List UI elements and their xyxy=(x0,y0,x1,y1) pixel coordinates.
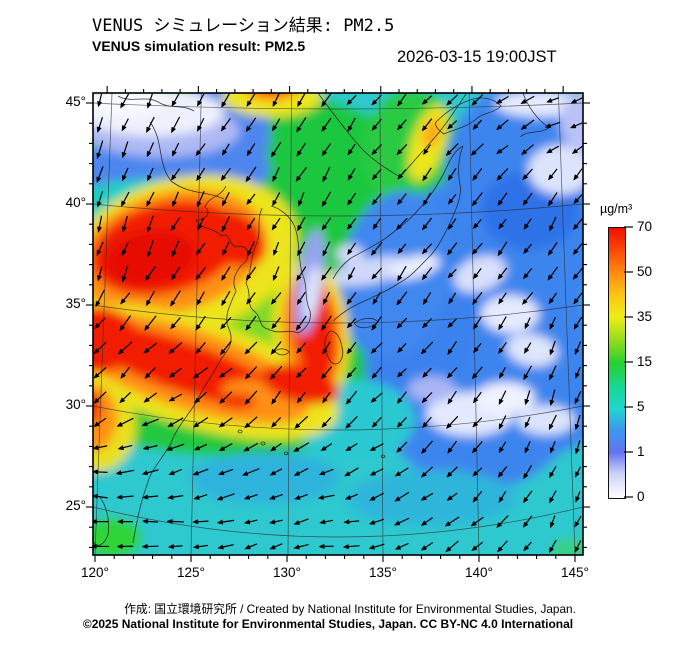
lat-label: 45° xyxy=(65,94,86,109)
lon-label: 135° xyxy=(369,565,397,580)
lon-label: 145° xyxy=(561,565,589,580)
colorbar-tick-label: 70 xyxy=(637,219,653,234)
colorbar-tick-label: 5 xyxy=(637,399,645,414)
lon-label: 130° xyxy=(273,565,301,580)
lon-label: 120° xyxy=(81,565,109,580)
wind-arrows xyxy=(93,93,583,554)
lat-label: 30° xyxy=(65,397,86,412)
title-japanese: VENUS シミュレーション結果: PM2.5 xyxy=(92,16,395,36)
colorbar-tick-label: 15 xyxy=(637,354,653,369)
grid-lines xyxy=(93,93,583,555)
colorbar-unit-label: µg/m³ xyxy=(600,202,633,216)
colorbar-gradient xyxy=(608,227,626,499)
colorbar-tick-label: 0 xyxy=(637,489,645,504)
colorbar-tick-label: 50 xyxy=(637,264,653,279)
title-english: VENUS simulation result: PM2.5 xyxy=(92,38,306,54)
axis-ticks xyxy=(86,86,590,562)
license-line: ©2025 National Institute for Environment… xyxy=(82,617,574,631)
datetime-label: 2026-03-15 19:00JST xyxy=(397,48,557,66)
lon-label: 125° xyxy=(177,565,205,580)
lat-label: 25° xyxy=(65,498,86,513)
coastlines xyxy=(93,93,550,546)
lat-label: 40° xyxy=(65,195,86,210)
map-border xyxy=(92,92,584,556)
credit-line: 作成: 国立環境研究所 / Created by National Instit… xyxy=(124,602,576,616)
colorbar-ticks xyxy=(624,226,633,498)
colorbar-tick-label: 1 xyxy=(637,444,645,459)
lat-label: 35° xyxy=(65,296,86,311)
lon-label: 140° xyxy=(465,565,493,580)
colorbar-tick-label: 35 xyxy=(637,309,653,324)
